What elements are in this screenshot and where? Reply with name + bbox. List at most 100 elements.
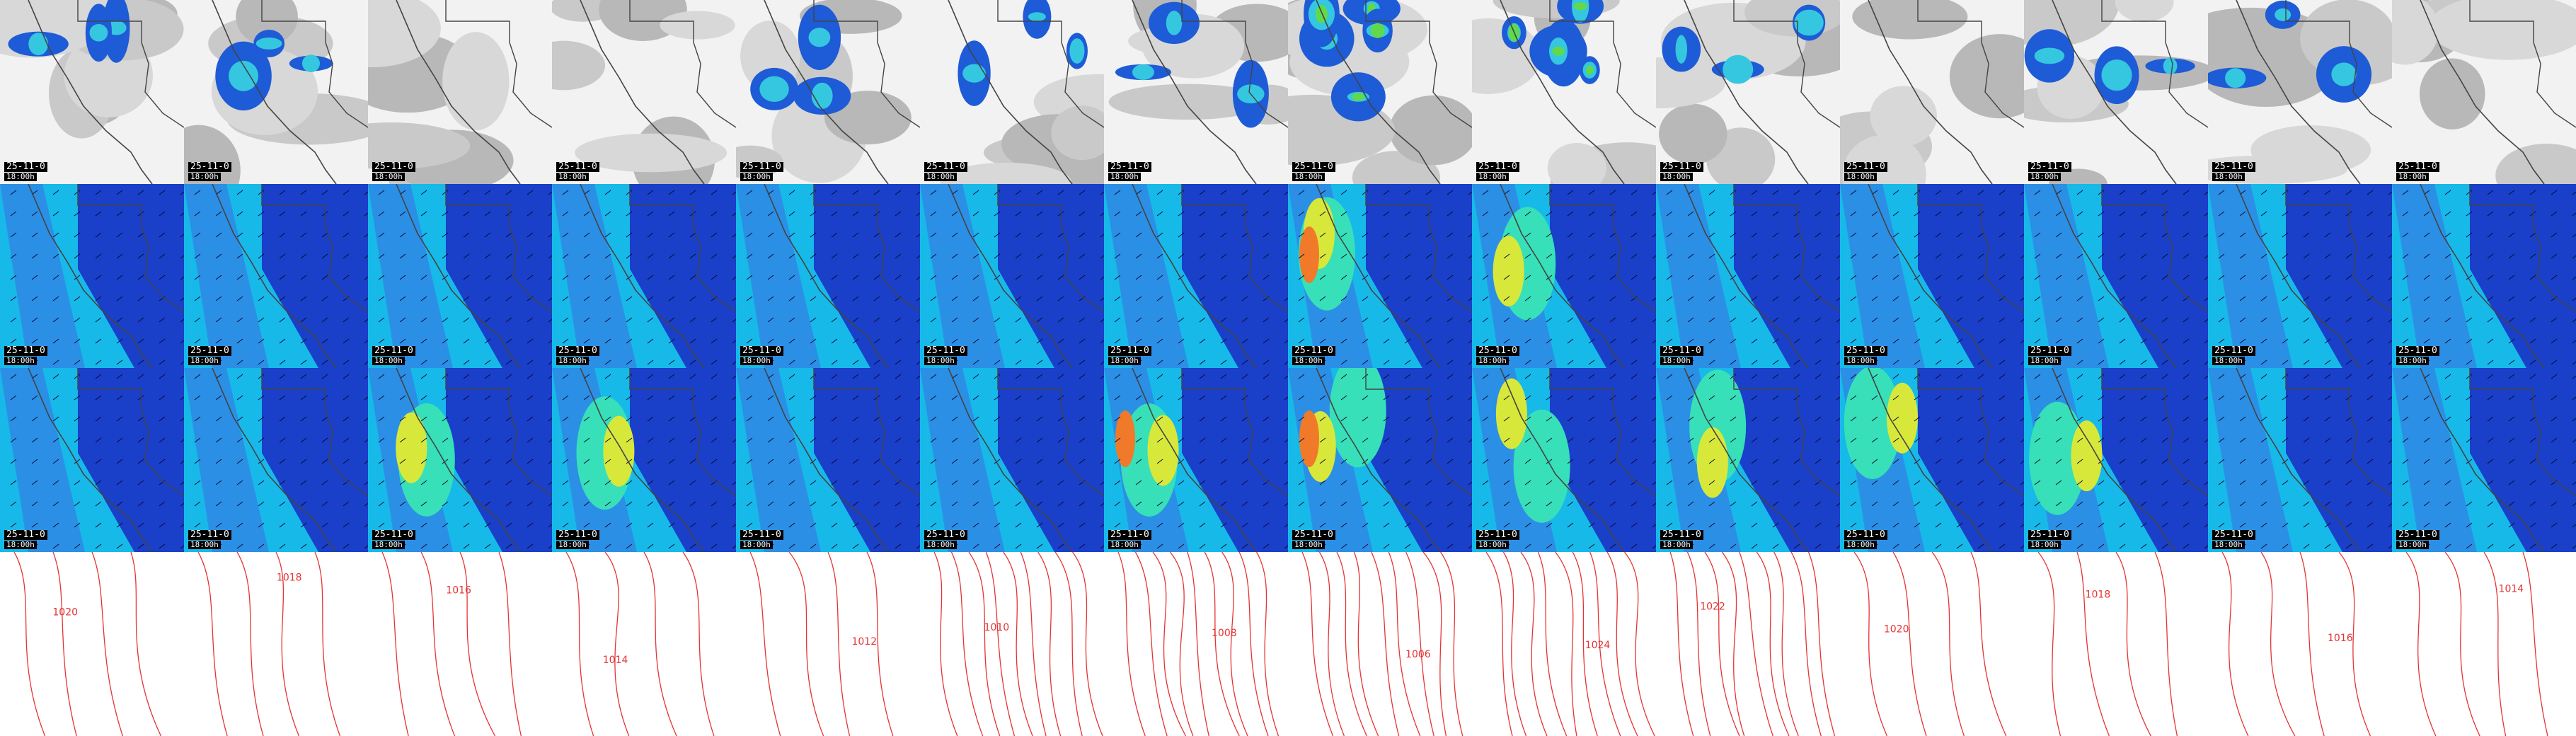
wind-vector <box>788 253 795 259</box>
wind-vector <box>2260 480 2267 485</box>
coastline <box>2236 368 2361 552</box>
state-border <box>1549 184 1656 312</box>
wind-vector <box>484 459 491 464</box>
wind-vector <box>930 374 937 379</box>
wind-vector <box>1135 338 1142 344</box>
date-label: 25-11-0 <box>1108 346 1151 356</box>
wind-vector <box>1156 211 1163 217</box>
wind-vector <box>52 232 59 238</box>
map-pressure: 1018 <box>2024 552 2208 736</box>
wind-vector <box>505 480 512 485</box>
wind-vector <box>711 360 718 365</box>
wind-vector <box>378 253 385 259</box>
wind-vector <box>1220 501 1227 507</box>
wind-vector <box>1036 275 1043 280</box>
wind-vector <box>31 275 38 280</box>
wind-vector <box>1241 360 1248 365</box>
mid-wind-band <box>184 368 269 552</box>
wind-vector <box>1793 395 1800 401</box>
wind-vector <box>1652 212 1656 217</box>
wind-vector <box>1362 522 1369 528</box>
forecast-hour-label: 18:00h <box>188 541 221 549</box>
wind-vector <box>583 416 590 422</box>
wind-vector <box>1135 232 1142 238</box>
wind-vector <box>972 211 979 217</box>
wind-vector <box>378 416 385 422</box>
wind-vector <box>711 232 718 238</box>
wind-vector <box>236 480 243 485</box>
wind-vector <box>2345 338 2352 344</box>
wind-vector <box>1468 255 1472 259</box>
wind-vector <box>95 544 102 549</box>
wind-vector <box>562 232 569 238</box>
wind-vector <box>1871 437 1878 443</box>
wind-vector <box>2466 317 2473 323</box>
precip-area <box>1794 9 1824 36</box>
wind-vector <box>873 522 880 528</box>
isobar <box>1037 552 1062 736</box>
wind-vector <box>972 501 979 507</box>
wind-vector <box>2324 501 2331 507</box>
wind-vector <box>810 317 817 323</box>
wind-vector <box>2508 360 2515 365</box>
wind-vector <box>2529 275 2536 280</box>
wind-vector <box>1956 338 1963 344</box>
wind-vector <box>74 317 81 323</box>
wind-vector <box>2388 396 2392 401</box>
wind-vector <box>1815 501 1822 507</box>
wind-vector <box>1468 212 1472 217</box>
wind-vector <box>2466 190 2473 195</box>
tile-pressure: 1014 <box>2392 552 2576 736</box>
precip-area <box>1315 5 1328 23</box>
wind-vector <box>1588 253 1595 259</box>
wind-vector <box>548 375 552 379</box>
wind-vector <box>1935 395 1942 401</box>
wind-vector <box>258 459 265 464</box>
wind-vector <box>95 522 102 528</box>
isobar <box>1807 552 1836 736</box>
wind-vector <box>873 544 880 549</box>
wind-vector <box>647 501 654 507</box>
wind-vector <box>1588 317 1595 323</box>
isobar-label: 1014 <box>603 655 628 666</box>
cloud-cover <box>1547 143 1606 184</box>
wind-vector <box>1999 459 2006 464</box>
wind-vector <box>2218 317 2225 323</box>
wind-vector <box>2324 296 2331 301</box>
wind-vector <box>1114 437 1121 443</box>
wind-vector <box>2204 418 2208 422</box>
wind-vector <box>732 545 736 549</box>
wind-vector <box>137 437 144 443</box>
isobar-label: 1020 <box>52 607 78 619</box>
wind-vector <box>2423 275 2430 280</box>
wind-vector <box>2345 253 2352 259</box>
state-border <box>1733 0 1840 128</box>
wind-vector <box>321 395 328 401</box>
wind-vector <box>2444 253 2451 259</box>
tile-wind-upper: 25-11-0 18:00h <box>736 184 920 368</box>
wind-vector <box>2529 190 2536 195</box>
date-label: 25-11-0 <box>4 530 47 540</box>
wind-vector <box>930 190 937 195</box>
wind-vector <box>2239 211 2246 217</box>
wind-vector <box>2466 544 2473 549</box>
wind-vector <box>1298 416 1305 422</box>
wind-vector <box>116 501 123 507</box>
wind-vector <box>364 418 368 422</box>
precip-area <box>1552 46 1565 56</box>
wind-vector <box>505 275 512 280</box>
wind-vector <box>52 360 59 365</box>
date-label: 25-11-0 <box>924 346 967 356</box>
wind-vector <box>2140 360 2147 365</box>
wind-vector <box>2423 253 2430 259</box>
precip-area <box>2101 59 2132 91</box>
wind-vector <box>116 275 123 280</box>
pressure-background <box>2392 552 2576 736</box>
wind-vector <box>442 522 449 528</box>
wind-vector <box>1263 544 1270 549</box>
wind-vector <box>1036 296 1043 301</box>
wind-vector <box>2239 275 2246 280</box>
wind-vector <box>1482 190 1489 195</box>
wind-vector <box>2098 211 2105 217</box>
coastline <box>948 0 1073 184</box>
